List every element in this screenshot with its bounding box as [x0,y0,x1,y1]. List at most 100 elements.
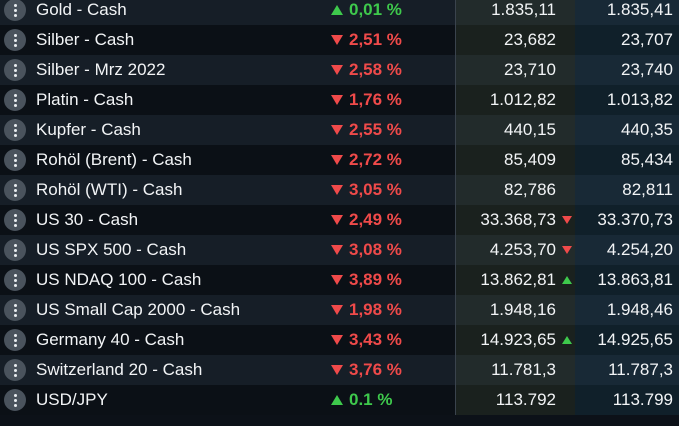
ask-price: 82,811 [622,180,673,199]
menu-dot [13,158,17,162]
ask-price-cell[interactable]: 440,35 [575,115,679,145]
vertical-ellipsis-icon[interactable] [4,299,26,321]
ask-price-cell[interactable]: 1.835,41 [575,0,679,25]
table-row[interactable]: Platin - Cash 1,76 % 1.012,82 1.013,82 [0,85,679,115]
instrument-name[interactable]: Rohöl (WTI) - Cash [36,180,183,199]
triangle-down-icon [331,245,343,255]
instrument-name[interactable]: US 30 - Cash [36,210,139,229]
table-row[interactable]: USD/JPY 0.1 % 113.792 113.799 [0,385,679,415]
instrument-name[interactable]: Switzerland 20 - Cash [36,360,203,379]
menu-dot [13,248,17,252]
table-row[interactable]: Germany 40 - Cash 3,43 % 14.923,65 14.925,6… [0,325,679,355]
instrument-cell: US NDAQ 100 - Cash [0,265,321,295]
vertical-ellipsis-icon[interactable] [4,29,26,51]
bid-price-cell[interactable]: 13.862,81 [456,265,575,295]
ask-price-cell[interactable]: 1.948,46 [575,295,679,325]
menu-dot [13,283,17,287]
instrument-name[interactable]: Germany 40 - Cash [36,330,185,349]
instrument-name[interactable]: Silber - Cash [36,30,135,49]
triangle-down-icon [331,305,343,315]
triangle-down-icon [331,65,343,75]
menu-dot [13,38,17,42]
change-percent: 0,01 % [349,0,402,19]
change-percent-cell: 0.1 % [321,385,455,415]
instrument-name[interactable]: US SPX 500 - Cash [36,240,187,259]
ask-price-cell[interactable]: 82,811 [575,175,679,205]
bid-price-cell[interactable]: 82,786 [456,175,575,205]
ask-price-cell[interactable]: 1.013,82 [575,85,679,115]
bid-price-cell[interactable]: 23,682 [456,25,575,55]
instrument-name[interactable]: Kupfer - Cash [36,120,141,139]
bid-price-cell[interactable]: 11.781,3 [456,355,575,385]
ask-price-cell[interactable]: 13.863,81 [575,265,679,295]
bid-price-cell[interactable]: 1.012,82 [456,85,575,115]
bid-price-cell[interactable]: 1.948,16 [456,295,575,325]
instrument-name[interactable]: Gold - Cash [36,0,127,19]
table-row[interactable]: Kupfer - Cash 2,55 % 440,15 440,35 [0,115,679,145]
table-row[interactable]: Gold - Cash 0,01 % 1.835,11 1.835,41 [0,0,679,25]
triangle-down-icon [331,365,343,375]
menu-dot [13,398,17,402]
instrument-cell: Rohöl (Brent) - Cash [0,145,321,175]
table-row[interactable]: US SPX 500 - Cash 3,08 % 4.253,70 4.254,20 [0,235,679,265]
instrument-name[interactable]: Rohöl (Brent) - Cash [36,150,192,169]
vertical-ellipsis-icon[interactable] [4,149,26,171]
vertical-ellipsis-icon[interactable] [4,209,26,231]
bid-price-cell[interactable]: 33.368,73 [456,205,575,235]
vertical-ellipsis-icon[interactable] [4,389,26,411]
bid-price-cell[interactable]: 1.835,11 [456,0,575,25]
triangle-down-icon [331,95,343,105]
bid-price-cell[interactable]: 440,15 [456,115,575,145]
vertical-ellipsis-icon[interactable] [4,59,26,81]
triangle-up-icon [331,5,343,15]
bid-price-cell[interactable]: 85,409 [456,145,575,175]
menu-dot [13,193,17,197]
menu-dot [13,98,17,102]
ask-price-cell[interactable]: 85,434 [575,145,679,175]
bid-price: 82,786 [504,180,556,199]
ask-price-cell[interactable]: 113.799 [575,385,679,415]
table-row[interactable]: Rohöl (Brent) - Cash 2,72 % 85,409 85,434 [0,145,679,175]
bid-price: 1.012,82 [489,90,556,109]
menu-dot [13,253,17,257]
bid-price-cell[interactable]: 4.253,70 [456,235,575,265]
ask-price-cell[interactable]: 11.787,3 [575,355,679,385]
ask-price-cell[interactable]: 33.370,73 [575,205,679,235]
table-row[interactable]: Silber - Mrz 2022 2,58 % 23,710 23,740 [0,55,679,85]
instrument-name[interactable]: US Small Cap 2000 - Cash [36,300,241,319]
ask-price-cell[interactable]: 14.925,65 [575,325,679,355]
tick-up-icon [562,276,572,284]
vertical-ellipsis-icon[interactable] [4,0,26,21]
vertical-ellipsis-icon[interactable] [4,359,26,381]
bid-price-cell[interactable]: 113.792 [456,385,575,415]
instrument-name[interactable]: US NDAQ 100 - Cash [36,270,202,289]
vertical-ellipsis-icon[interactable] [4,269,26,291]
instrument-cell: Silber - Cash [0,25,321,55]
ask-price-cell[interactable]: 23,740 [575,55,679,85]
vertical-ellipsis-icon[interactable] [4,179,26,201]
instrument-name[interactable]: Platin - Cash [36,90,134,109]
table-row[interactable]: US NDAQ 100 - Cash 3,89 % 13.862,81 13.863,… [0,265,679,295]
table-row[interactable]: US 30 - Cash 2,49 % 33.368,73 33.370,73 [0,205,679,235]
table-row[interactable]: Rohöl (WTI) - Cash 3,05 % 82,786 82,811 [0,175,679,205]
vertical-ellipsis-icon[interactable] [4,329,26,351]
menu-dot [13,368,17,372]
ask-price-cell[interactable]: 4.254,20 [575,235,679,265]
triangle-down-icon [331,335,343,345]
bid-price-cell[interactable]: 14.923,65 [456,325,575,355]
instrument-name[interactable]: USD/JPY [36,390,108,409]
vertical-ellipsis-icon[interactable] [4,119,26,141]
bid-price-cell[interactable]: 23,710 [456,55,575,85]
instrument-cell: US Small Cap 2000 - Cash [0,295,321,325]
menu-dot [13,338,17,342]
vertical-ellipsis-icon[interactable] [4,239,26,261]
table-row[interactable]: US Small Cap 2000 - Cash 1,98 % 1.948,16 1.… [0,295,679,325]
instrument-cell: Platin - Cash [0,85,321,115]
vertical-ellipsis-icon[interactable] [4,89,26,111]
table-row[interactable]: Silber - Cash 2,51 % 23,682 23,707 [0,25,679,55]
instrument-name[interactable]: Silber - Mrz 2022 [36,60,166,79]
table-row[interactable]: Switzerland 20 - Cash 3,76 % 11.781,3 11.78… [0,355,679,385]
ask-price-cell[interactable]: 23,707 [575,25,679,55]
column-divider [455,115,456,145]
